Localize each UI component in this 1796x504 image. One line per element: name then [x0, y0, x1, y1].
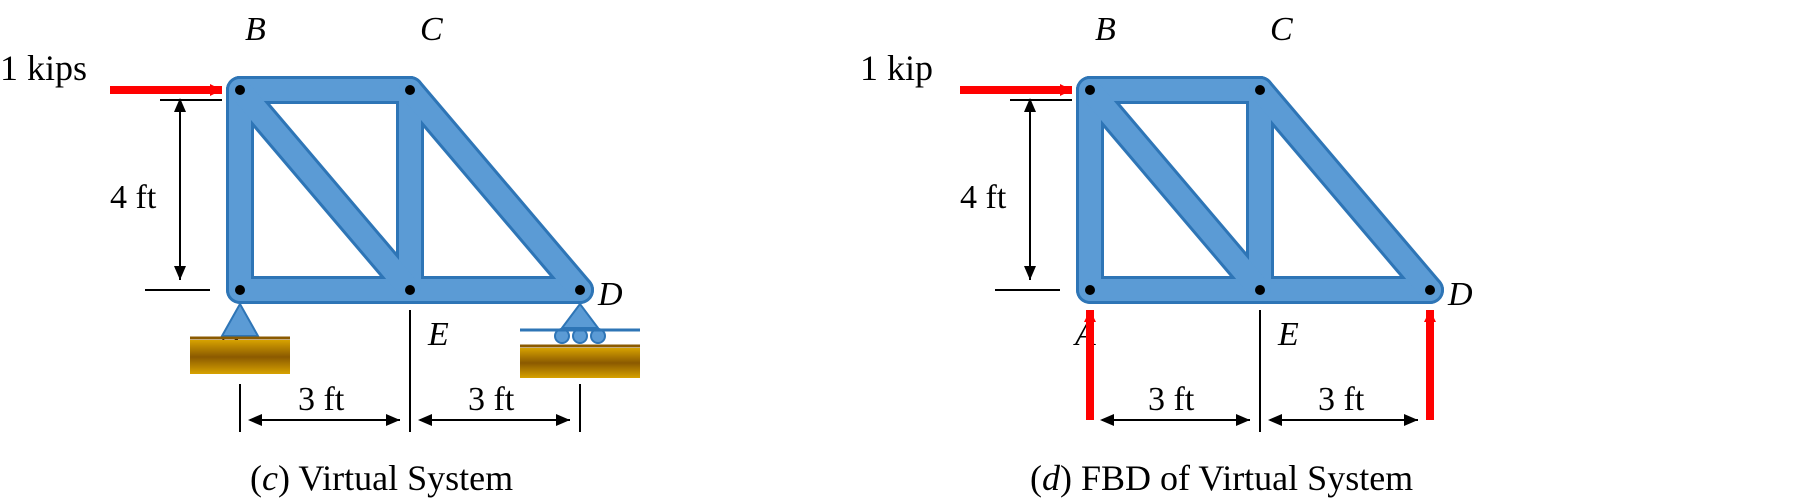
dim-3ft-left-1: 3 ft [298, 381, 345, 418]
force-1kip-left: 1 kips [0, 48, 222, 90]
dim-4ft-right-text: 4 ft [960, 179, 1007, 216]
dim-3ft-left-2: 3 ft [468, 381, 515, 418]
caption-c: (c) Virtual System [250, 458, 513, 498]
label-E-right: E [1277, 316, 1299, 353]
dim-4ft-left-text: 4 ft [110, 179, 157, 216]
figure-c-virtual-system: B C A E D 1 kips 4 ft 3 ft 3 ft [0, 11, 640, 498]
caption-d: (d) FBD of Virtual System [1030, 458, 1413, 498]
label-B-right: B [1095, 11, 1116, 48]
truss-left-fill [240, 90, 580, 290]
truss-right-fill [1090, 90, 1430, 290]
label-E-left: E [427, 316, 449, 353]
dim-4ft-left: 4 ft [110, 100, 222, 290]
label-D-left: D [597, 276, 623, 313]
label-C-left: C [420, 11, 443, 48]
label-D-right: D [1447, 276, 1473, 313]
force-label-right: 1 kip [860, 48, 933, 88]
force-label-left: 1 kips [0, 48, 87, 88]
support-roller-D [520, 304, 640, 378]
support-pin-A [190, 304, 290, 374]
dim-4ft-right: 4 ft [960, 100, 1072, 290]
dim-3ft-right-1: 3 ft [1148, 381, 1195, 418]
label-B-left: B [245, 11, 266, 48]
force-1kip-right: 1 kip [860, 48, 1072, 90]
dim-3ft-right-2: 3 ft [1318, 381, 1365, 418]
figure-d-fbd: B C A E D 1 kip 4 ft 3 ft 3 ft (d) FBD o… [860, 11, 1473, 498]
label-C-right: C [1270, 11, 1293, 48]
dim-span-right: 3 ft 3 ft [1102, 310, 1418, 432]
